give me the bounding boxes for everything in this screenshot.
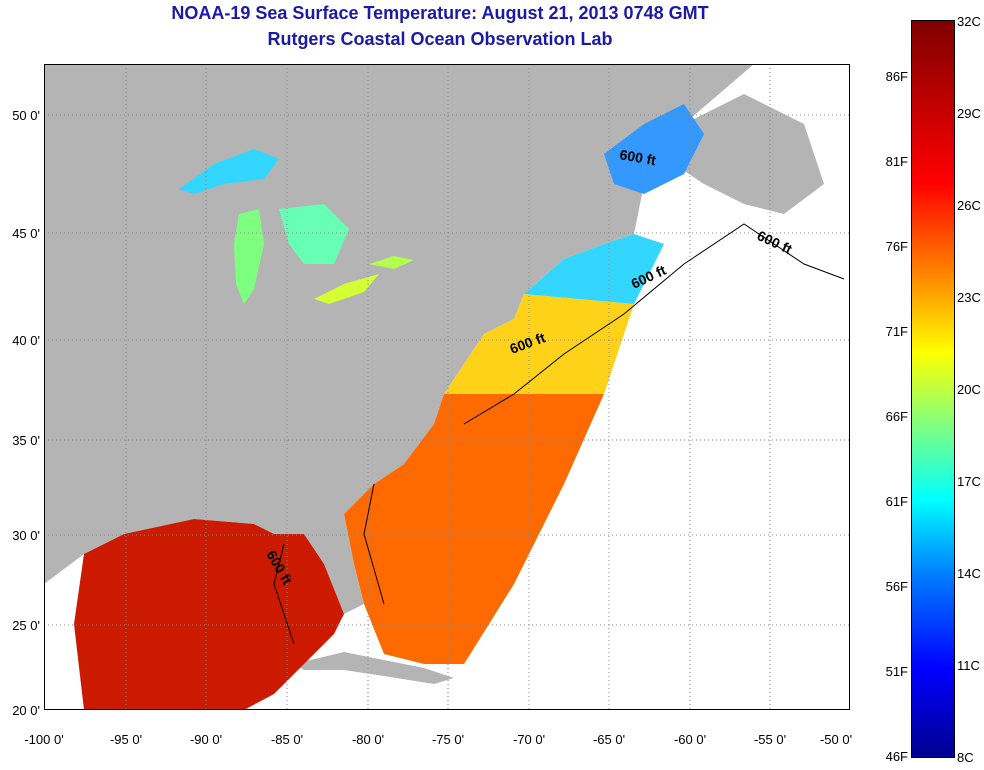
lon-tick: -85 0' bbox=[270, 732, 304, 747]
gulf-of-maine-sst bbox=[524, 234, 664, 304]
colorbar-celsius-label: 32C bbox=[957, 14, 981, 29]
lat-tick: 50 0' bbox=[12, 108, 40, 123]
lon-tick: -55 0' bbox=[753, 732, 787, 747]
colorbar-fahrenheit-label: 86F bbox=[885, 69, 908, 84]
colorbar-fahrenheit-label: 76F bbox=[885, 239, 908, 254]
lon-tick: -60 0' bbox=[673, 732, 707, 747]
atlantic-warm-sst bbox=[344, 394, 604, 664]
lon-tick: -70 0' bbox=[512, 732, 546, 747]
lon-tick: -100 0' bbox=[24, 732, 64, 747]
gulf-of-st-lawrence-sst bbox=[604, 104, 704, 194]
land-mass bbox=[44, 64, 754, 614]
colorbar-fahrenheit-label: 46F bbox=[885, 749, 908, 764]
colorbar-celsius-label: 8C bbox=[957, 750, 974, 765]
lake-ontario bbox=[369, 256, 414, 269]
colorbar-celsius-label: 17C bbox=[957, 474, 981, 489]
lon-tick: -50 0' bbox=[819, 732, 853, 747]
lake-superior bbox=[179, 149, 279, 194]
contour-label: 600 ft bbox=[618, 146, 657, 168]
map-subtitle: Rutgers Coastal Ocean Observation Lab bbox=[267, 29, 613, 49]
colorbar-fahrenheit-label: 51F bbox=[885, 664, 908, 679]
lat-tick: 25 0' bbox=[12, 618, 40, 633]
colorbar-celsius-label: 23C bbox=[957, 290, 981, 305]
map-border bbox=[44, 64, 850, 710]
colorbar-celsius-label: 29C bbox=[957, 106, 981, 121]
atlantic-mild-sst bbox=[444, 294, 634, 394]
sst-map: 600 ft 600 ft 600 ft 600 ft 600 ft bbox=[44, 64, 850, 710]
depth-contour-600ft bbox=[273, 223, 845, 645]
map-title: NOAA-19 Sea Surface Temperature: August … bbox=[171, 3, 709, 23]
lat-tick: 40 0' bbox=[12, 333, 40, 348]
colorbar-celsius-label: 11C bbox=[957, 658, 980, 673]
lat-tick: 30 0' bbox=[12, 528, 40, 543]
lat-tick: 45 0' bbox=[12, 226, 40, 241]
colorbar-fahrenheit-label: 56F bbox=[885, 579, 908, 594]
lon-tick: -75 0' bbox=[431, 732, 465, 747]
colorbar-celsius-label: 20C bbox=[957, 382, 981, 397]
lat-tick: 20 0' bbox=[12, 703, 40, 718]
lon-tick: -95 0' bbox=[109, 732, 143, 747]
lake-erie bbox=[314, 274, 379, 304]
colorbar-fahrenheit-label: 71F bbox=[885, 324, 908, 339]
colorbar-celsius-label: 14C bbox=[957, 566, 981, 581]
lon-tick: -65 0' bbox=[592, 732, 626, 747]
lon-tick: -90 0' bbox=[189, 732, 223, 747]
temperature-colorbar bbox=[911, 20, 955, 758]
colorbar-fahrenheit-label: 81F bbox=[885, 154, 908, 169]
colorbar-celsius-label: 26C bbox=[957, 198, 981, 213]
colorbar-fahrenheit-label: 66F bbox=[885, 409, 908, 424]
lake-huron bbox=[279, 204, 349, 264]
sst-map-canvas: 600 ft 600 ft 600 ft 600 ft 600 ft bbox=[44, 64, 850, 710]
cuba-island bbox=[294, 652, 454, 684]
lat-tick: 35 0' bbox=[12, 433, 40, 448]
colorbar-fahrenheit-label: 61F bbox=[885, 494, 908, 509]
lon-tick: -80 0' bbox=[351, 732, 385, 747]
gulf-of-mexico-sst bbox=[74, 519, 344, 710]
